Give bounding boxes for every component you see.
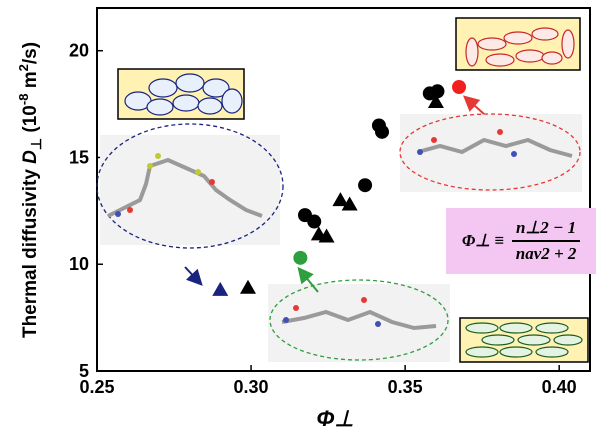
y-tick-label: 10 bbox=[69, 254, 89, 274]
formula-fraction: n⊥2 − 1 nav2 + 2 bbox=[512, 218, 581, 264]
molecule-bubble-blue bbox=[96, 123, 284, 249]
y-axis-title: Thermal diffusivity D⊥ (10-8 m2/s) bbox=[16, 42, 44, 338]
pointer-arrows bbox=[184, 95, 485, 293]
inset-bent-packing bbox=[455, 17, 581, 71]
arrow-green bbox=[297, 266, 319, 293]
x-axis-title: Φ⊥ bbox=[316, 406, 353, 431]
x-tick-label: 0.25 bbox=[79, 377, 114, 397]
data-point-circle bbox=[307, 214, 322, 229]
inset-curved-packing bbox=[117, 68, 245, 120]
x-tick-label: 0.35 bbox=[388, 377, 423, 397]
molecule-bubble-red bbox=[399, 113, 582, 192]
data-point-circle bbox=[358, 178, 373, 193]
data-point-triangle bbox=[239, 279, 256, 294]
data-point-triangle bbox=[341, 196, 358, 211]
x-tick-label: 0.30 bbox=[234, 377, 269, 397]
data-point-circle bbox=[430, 84, 445, 99]
data-points bbox=[212, 80, 467, 296]
arrow-red bbox=[463, 95, 485, 115]
inset-linear-packing bbox=[459, 317, 589, 363]
formula-numerator: n⊥2 − 1 bbox=[512, 218, 581, 242]
data-point-triangle bbox=[318, 228, 335, 243]
data-point-triangle bbox=[212, 281, 229, 296]
molecule-bubble-green bbox=[268, 279, 450, 362]
y-tick-label: 20 bbox=[69, 41, 89, 61]
arrow-blue bbox=[184, 266, 203, 286]
x-axis-ticks: 0.25 0.30 0.35 0.40 bbox=[79, 365, 577, 397]
data-point-circle bbox=[375, 124, 390, 139]
x-tick-label: 0.40 bbox=[542, 377, 577, 397]
y-tick-label: 5 bbox=[79, 361, 89, 381]
formula-lhs: Φ⊥ ≡ bbox=[461, 231, 505, 250]
y-tick-label: 15 bbox=[69, 147, 89, 167]
formula-denominator: nav2 + 2 bbox=[515, 244, 577, 263]
formula-box: Φ⊥ ≡ n⊥2 − 1 nav2 + 2 bbox=[446, 208, 596, 274]
data-point-circle bbox=[452, 80, 467, 95]
data-point-triangle bbox=[332, 192, 349, 207]
data-point-triangle bbox=[427, 93, 444, 108]
y-axis-ticks: 5 10 15 20 bbox=[69, 41, 103, 381]
data-point-circle bbox=[293, 250, 308, 265]
